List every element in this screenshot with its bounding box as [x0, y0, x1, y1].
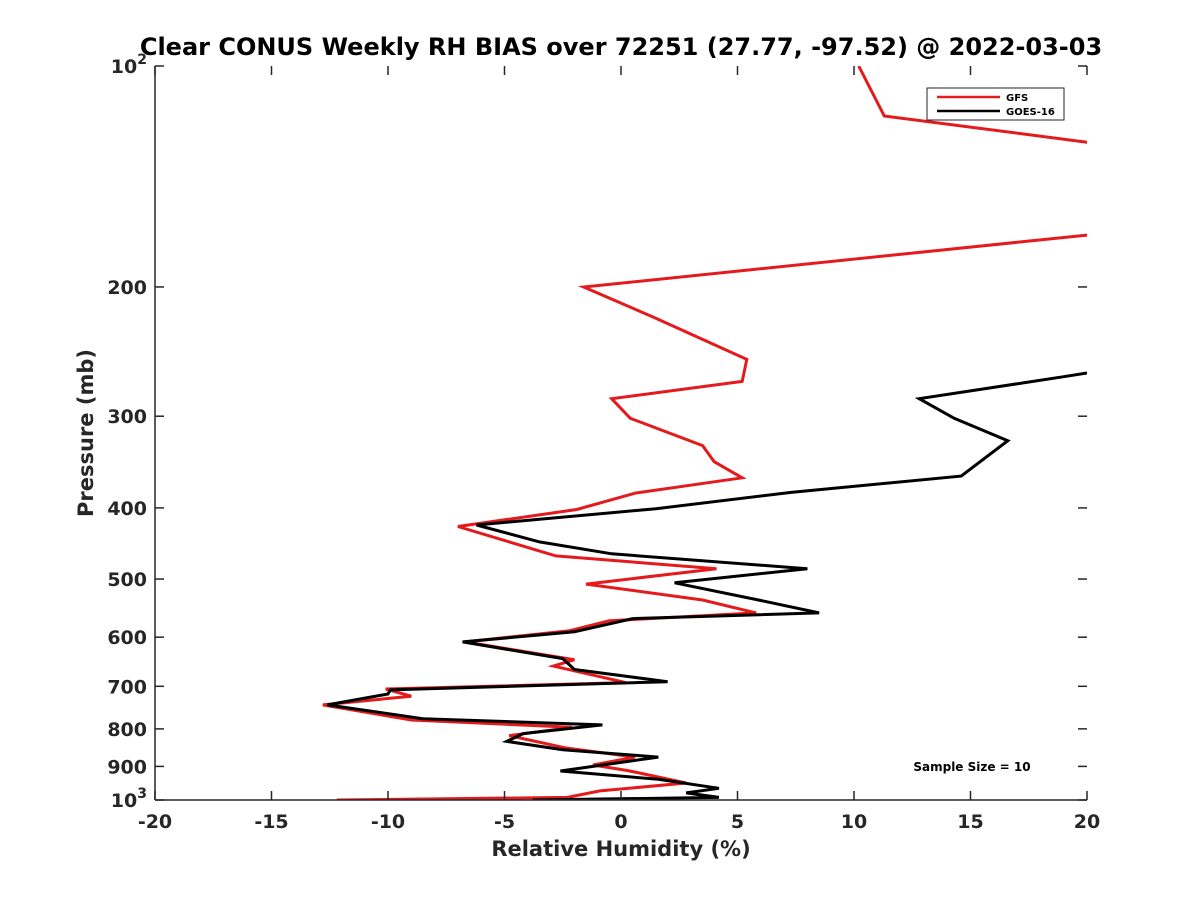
y-ticks: 102 200 300 400 500 600 700 800 900 103	[107, 52, 1087, 812]
sample-size-annotation: Sample Size = 10	[913, 760, 1030, 774]
chart-title: Clear CONUS Weekly RH BIAS over 72251 (2…	[140, 33, 1102, 61]
x-tick-label: -15	[254, 811, 288, 833]
y-tick-label: 200	[107, 277, 147, 299]
legend-box	[926, 87, 1065, 121]
axes-layer	[154, 66, 1087, 801]
x-tick-label: 5	[731, 811, 744, 833]
legend-label-goes-16: GOES-16	[1006, 107, 1055, 118]
x-tick-label: -5	[494, 811, 515, 833]
y-tick-label: 500	[107, 569, 147, 591]
x-tick-label: 20	[1074, 811, 1100, 833]
x-axis-label: Relative Humidity (%)	[491, 837, 750, 861]
y-tick-label: 700	[107, 676, 147, 698]
y-tick-label: 300	[107, 406, 147, 428]
series-line-gfs	[322, 66, 1087, 800]
y-tick-label: 103	[111, 786, 147, 812]
x-tick-label: 0	[614, 811, 627, 833]
x-ticks: -20 -15 -10 -5 0 5 10 15 20	[138, 66, 1100, 833]
x-tick-label: 15	[957, 811, 983, 833]
x-tick-label: 10	[841, 811, 867, 833]
legend-label-gfs: GFS	[1006, 93, 1028, 104]
y-tick-label: 102	[111, 52, 147, 78]
y-tick-label: 600	[107, 627, 147, 649]
x-tick-label: -10	[371, 811, 405, 833]
y-tick-label: 400	[107, 498, 147, 520]
y-tick-label: 800	[107, 719, 147, 741]
series-line-goes-16	[327, 371, 1087, 800]
x-tick-label: -20	[138, 811, 172, 833]
series-layer	[322, 66, 1087, 800]
y-axis-label: Pressure (mb)	[74, 349, 98, 517]
legend: GFS GOES-16	[926, 87, 1065, 121]
y-tick-label: 900	[107, 756, 147, 778]
